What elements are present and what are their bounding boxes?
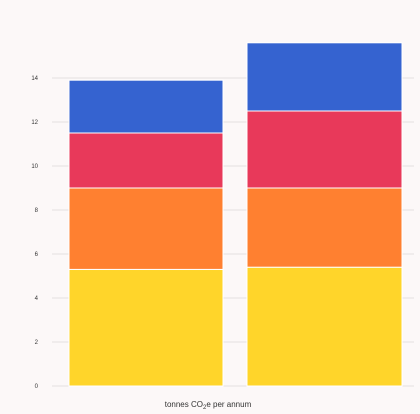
bar-segment-2-4 (246, 42, 403, 112)
bar-segment-1-1 (68, 268, 224, 387)
y-tick-label-14: 14 (31, 76, 38, 82)
bar-segment-2-1 (246, 266, 403, 387)
y-tick-label-8: 8 (35, 208, 39, 214)
y-tick-label-4: 4 (35, 296, 39, 302)
bar-segment-1-3 (68, 132, 224, 189)
x-axis-label-part-2: e per annum (206, 400, 251, 409)
y-axis-ticks: 0 2 4 6 8 10 12 14 (31, 76, 38, 390)
y-tick-label-0: 0 (35, 384, 39, 390)
y-tick-label-12: 12 (31, 120, 38, 126)
x-axis-label-subscript: 2 (203, 405, 207, 411)
bar-segment-1-2 (68, 187, 224, 270)
y-tick-label-10: 10 (31, 164, 38, 170)
y-tick-label-6: 6 (35, 252, 39, 258)
bar-segment-2-2 (246, 187, 403, 268)
y-tick-label-2: 2 (35, 340, 39, 346)
x-axis-label-part-1: tonnes CO (165, 400, 203, 409)
bar-segment-2-3 (246, 110, 403, 189)
bar-segment-1-4 (68, 79, 224, 134)
bars (68, 42, 403, 387)
x-axis-label: tonnes CO2e per annum (165, 400, 252, 411)
